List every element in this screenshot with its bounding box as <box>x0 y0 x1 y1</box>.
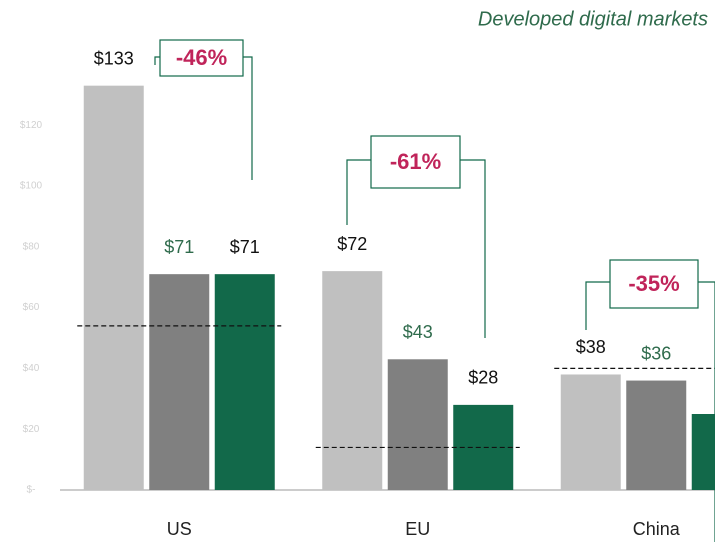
value-label: $43 <box>403 322 433 342</box>
bar <box>626 380 687 490</box>
bar <box>560 374 621 490</box>
value-label: $72 <box>337 234 367 254</box>
bar <box>322 271 383 490</box>
y-tick-label: $80 <box>23 241 40 252</box>
annotation-box <box>159 39 244 77</box>
subtitle: Developed digital markets <box>478 8 708 30</box>
annotation-box <box>370 135 461 189</box>
annotation-label: -35% <box>628 271 679 296</box>
y-tick-label: $40 <box>23 363 40 374</box>
y-tick-label: $- <box>27 485 36 496</box>
value-label: $38 <box>576 337 606 357</box>
bracket <box>243 56 253 180</box>
annotation-label: -61% <box>390 149 441 174</box>
bracket <box>346 159 371 225</box>
value-label: $133 <box>94 48 134 68</box>
bar <box>214 274 275 490</box>
y-tick-label: $100 <box>20 181 43 192</box>
y-tick-label: $60 <box>23 302 40 313</box>
bar <box>387 359 448 490</box>
x-tick-label: EU <box>405 519 430 539</box>
bracket <box>698 281 715 542</box>
value-label: $36 <box>641 343 671 363</box>
bar <box>83 85 144 491</box>
y-tick-label: $120 <box>20 120 43 131</box>
value-label: $71 <box>164 237 194 257</box>
annotation-box <box>609 259 699 309</box>
x-tick-label: US <box>167 519 192 539</box>
bar <box>691 414 715 490</box>
bar <box>149 274 210 490</box>
y-tick-label: $20 <box>23 424 40 435</box>
bracket <box>585 281 610 330</box>
value-label: $28 <box>468 368 498 388</box>
annotation-label: -46% <box>176 45 227 70</box>
value-label: $71 <box>230 237 260 257</box>
bracket <box>154 56 160 65</box>
x-tick-label: China <box>633 519 681 539</box>
bracket <box>460 159 486 338</box>
